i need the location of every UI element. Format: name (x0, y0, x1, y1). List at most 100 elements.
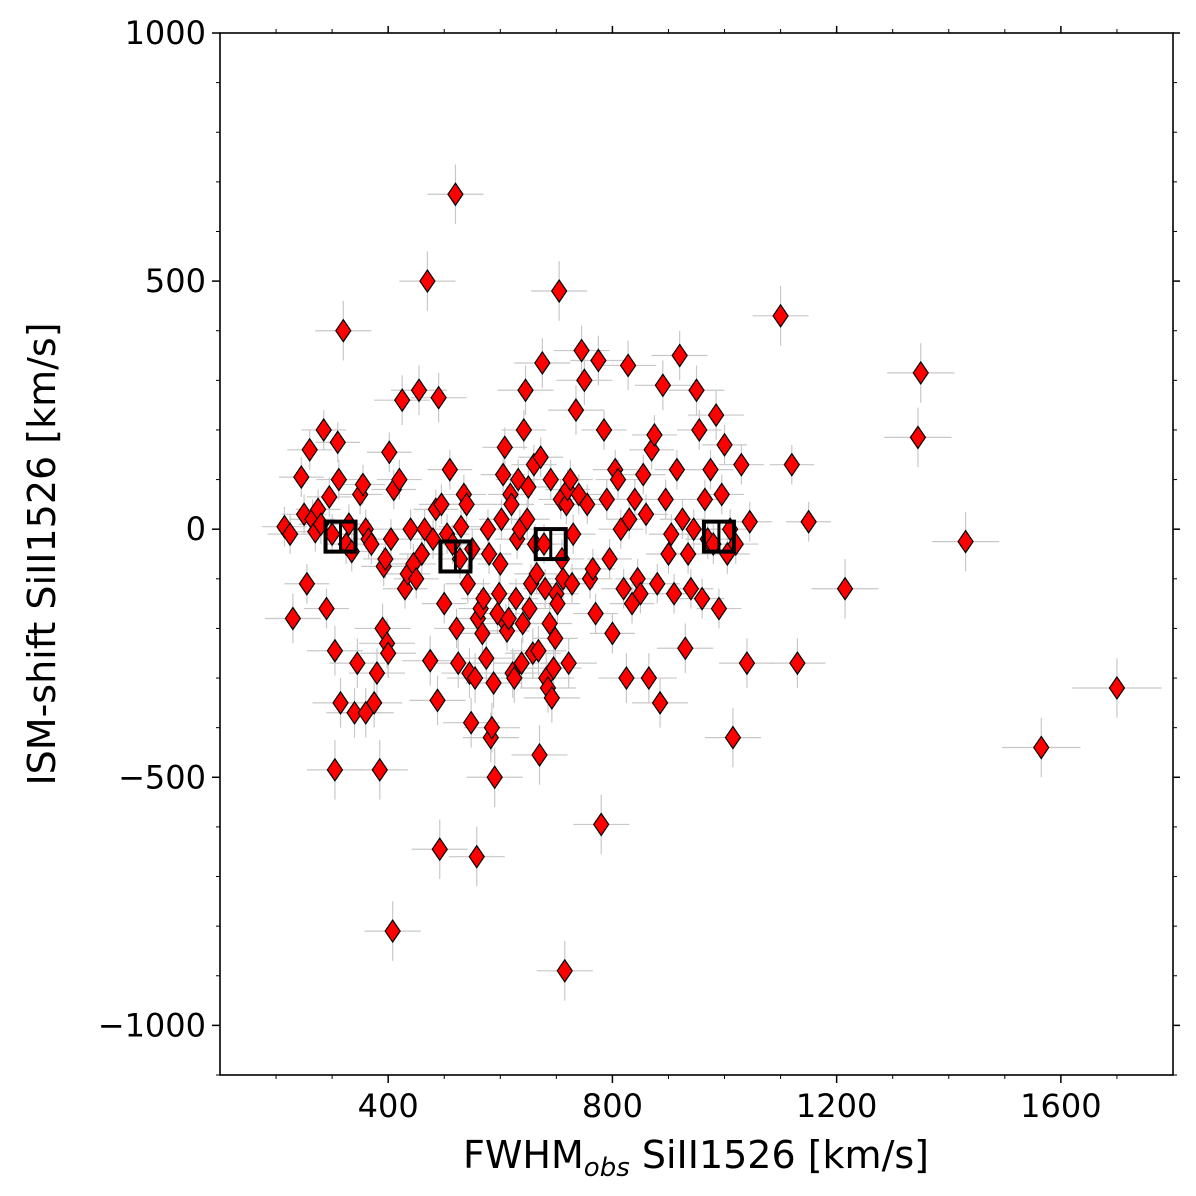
data-point (682, 576, 700, 601)
data-point (665, 581, 683, 606)
y-tick-label: 1000 (125, 14, 206, 52)
data-point (621, 507, 638, 532)
data-point (421, 648, 439, 673)
data-point (685, 517, 702, 542)
data-point (635, 462, 652, 487)
data-point (564, 522, 582, 547)
data-point (480, 541, 498, 567)
data-point (724, 725, 742, 750)
data-point (595, 417, 613, 443)
data-point (800, 509, 817, 534)
data-point (436, 591, 453, 616)
data-point (293, 465, 310, 490)
data-point (349, 651, 366, 676)
data-point (789, 651, 806, 676)
data-point (691, 417, 708, 443)
data-point (433, 492, 450, 517)
data-point (382, 527, 400, 552)
data-point (284, 606, 302, 631)
data-point (419, 269, 436, 294)
data-point (326, 757, 344, 782)
data-point (646, 422, 663, 447)
data-point (503, 492, 520, 517)
data-point (368, 661, 386, 686)
data-point (713, 482, 730, 507)
data-point (618, 665, 635, 691)
data-point (619, 353, 637, 378)
x-tick-label: 1200 (796, 1087, 877, 1125)
x-tick-label: 1600 (1020, 1087, 1101, 1125)
data-point (407, 566, 425, 591)
data-point (609, 467, 627, 492)
data-point (371, 757, 388, 782)
data-point (836, 576, 854, 601)
bin-median-marker (323, 519, 358, 554)
data-point (601, 546, 618, 572)
data-point (549, 591, 566, 616)
data-point (576, 368, 593, 393)
data-point (550, 278, 568, 304)
data-point (441, 457, 459, 482)
data-point (702, 457, 719, 482)
data-point (632, 581, 649, 606)
data-point (430, 385, 447, 410)
data-point (410, 378, 428, 403)
data-point (626, 487, 644, 512)
data-point (466, 665, 484, 691)
data-point (381, 440, 398, 465)
data-point (468, 844, 485, 869)
data-point (490, 581, 508, 606)
data-point (330, 467, 348, 492)
data-point (459, 571, 477, 596)
data-point (957, 529, 974, 554)
data-point (663, 522, 680, 547)
data-point (535, 532, 553, 557)
bin-median-marker (438, 539, 473, 574)
data-point (578, 492, 596, 517)
data-point (391, 467, 408, 492)
data-point (298, 571, 316, 596)
y-tick-label: −1000 (98, 1006, 206, 1044)
data-point (485, 670, 502, 696)
data-point (393, 388, 411, 413)
x-axis-label: FWHMobs SiII1526 [km/s] (463, 1133, 929, 1183)
data-point (741, 509, 758, 534)
data-point (474, 621, 491, 646)
data-point (909, 425, 927, 450)
data-point (584, 556, 602, 581)
data-point (562, 467, 579, 492)
data-point (543, 685, 561, 710)
data-point (318, 596, 335, 621)
data-point (346, 700, 363, 725)
data-point (671, 343, 688, 368)
data-point (281, 522, 299, 547)
data-point (598, 487, 616, 512)
data-point (640, 665, 658, 691)
data-point (573, 338, 590, 363)
data-point (377, 546, 394, 572)
data-point (384, 919, 401, 944)
data-point (496, 435, 514, 460)
data-point (521, 596, 538, 621)
data-point (733, 452, 750, 477)
data-point (654, 373, 672, 398)
data-point (542, 467, 559, 492)
x-tick-label: 800 (582, 1087, 643, 1125)
data-point (379, 641, 397, 666)
data-point (710, 596, 728, 621)
y-tick-label: −500 (118, 758, 206, 796)
data-point (492, 551, 509, 576)
data-point (660, 541, 677, 567)
data-point (558, 492, 575, 517)
data-point (326, 638, 344, 663)
plot-frame (219, 32, 1174, 1076)
data-point (912, 360, 929, 385)
data-point (1108, 675, 1126, 701)
data-point (335, 318, 352, 343)
data-point (507, 586, 525, 611)
data-point (448, 616, 465, 641)
data-point (520, 474, 537, 500)
data-point (424, 527, 442, 552)
data-point (479, 517, 497, 542)
